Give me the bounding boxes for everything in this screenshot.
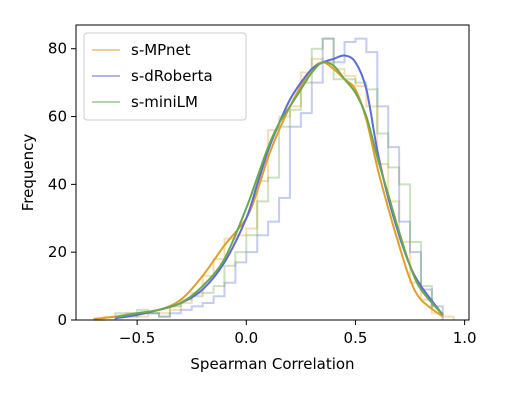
- kde-line-s-droberta: [115, 54, 444, 320]
- x-tick-label: 0.5: [344, 329, 368, 347]
- histogram-s-minilm: [114, 37, 433, 320]
- legend-label: s-miniLM: [131, 93, 198, 111]
- histogram-s-mpnet: [93, 57, 455, 321]
- kde-line-s-minilm: [115, 60, 444, 319]
- x-tick-label: 0.0: [234, 329, 258, 347]
- histogram-layer: [93, 37, 455, 321]
- y-tick-label: 0: [57, 311, 67, 329]
- legend-box: [83, 32, 247, 121]
- histogram-s-droberta: [114, 37, 444, 320]
- legend-label: s-MPnet: [131, 41, 191, 59]
- y-axis-label: Frequency: [19, 134, 37, 212]
- y-tick-label: 60: [48, 108, 67, 126]
- legend-label: s-dRoberta: [131, 67, 213, 85]
- kde-layer: [93, 54, 444, 320]
- x-axis-label: Spearman Correlation: [190, 355, 354, 373]
- x-tick-label: −0.5: [119, 329, 155, 347]
- x-tick-label: 1.0: [453, 329, 477, 347]
- legend: s-MPnet s-dRoberta s-miniLM: [83, 32, 247, 121]
- y-tick-label: 20: [48, 243, 67, 261]
- y-tick-label: 80: [48, 40, 67, 58]
- plot-frame: [75, 24, 470, 321]
- y-axis-ticks: 0 20 40 60 80: [48, 40, 76, 329]
- x-axis-ticks: −0.5 0.0 0.5 1.0: [119, 320, 477, 347]
- y-tick-label: 40: [48, 175, 67, 193]
- kde-line-s-mpnet: [93, 61, 444, 320]
